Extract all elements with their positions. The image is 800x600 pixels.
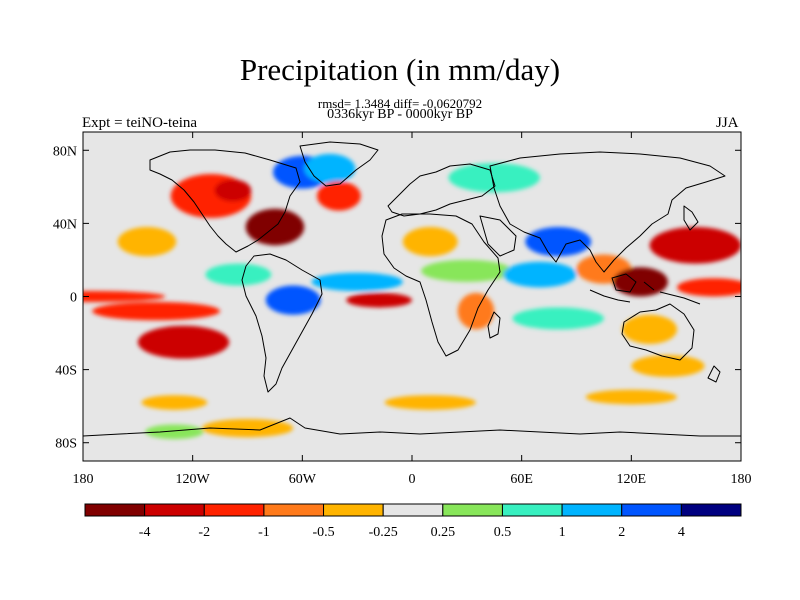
anomaly-region-19 (503, 261, 577, 288)
colorbar-labels: -4 -2 -1 -0.5 -0.25 0.25 0.5 1 2 4 (139, 525, 685, 540)
anomaly-region-7 (83, 291, 166, 302)
x-tick-label-4: 60E (510, 472, 533, 487)
season-label: JJA (716, 115, 739, 131)
colorbar-bin-4 (323, 503, 384, 517)
anomaly-field (83, 153, 741, 440)
coastline-south-america (241, 253, 323, 393)
x-tick-label-2: 60W (289, 472, 317, 487)
y-tick-label-4: 80S (55, 437, 77, 452)
coastline-new-zealand (707, 365, 721, 383)
anomaly-region-22 (649, 227, 741, 264)
colorbar-bin-6 (442, 503, 503, 517)
anomaly-region-0 (117, 227, 177, 257)
colorbar-label-9: 4 (678, 525, 685, 540)
plot-title: Precipitation (in mm/day) (239, 52, 561, 87)
anomaly-region-26 (512, 307, 604, 330)
colorbar-bin-10 (680, 503, 742, 517)
colorbar-bin-8 (561, 503, 623, 517)
x-tick-label-3: 0 (409, 472, 416, 487)
colorbar-label-3: -0.5 (312, 525, 334, 540)
anomaly-region-21 (613, 267, 668, 297)
colorbar-label-0: -4 (139, 525, 151, 540)
colorbar-label-4: -0.25 (369, 525, 398, 540)
anomaly-region-6 (316, 181, 361, 211)
coastline-madagascar (487, 311, 501, 339)
colorbar-label-8: 2 (618, 525, 625, 540)
anomaly-region-30 (145, 424, 204, 440)
anomaly-region-9 (137, 325, 230, 359)
anomaly-region-17 (448, 163, 540, 193)
coastline-antarctica (83, 417, 741, 437)
coastline-asia (489, 151, 726, 273)
axis-ticks (82, 132, 742, 461)
anomaly-region-15 (421, 259, 513, 282)
colorbar-bin-2 (203, 503, 265, 517)
colorbar-bin-7 (501, 503, 563, 517)
anomaly-region-31 (585, 389, 678, 405)
coastline-australia (621, 303, 695, 361)
anomaly-region-10 (205, 263, 272, 286)
anomaly-region-28 (141, 395, 208, 410)
y-tick-label-1: 40N (53, 217, 77, 232)
anomaly-region-16 (457, 292, 495, 330)
colorbar-bin-9 (621, 503, 682, 517)
anomaly-region-2 (214, 179, 252, 202)
anomaly-region-24 (622, 314, 678, 345)
experiment-label: Expt = teiNO-teina (82, 115, 198, 131)
y-tick-label-2: 0 (70, 291, 77, 306)
colorbar (84, 503, 742, 517)
anomaly-region-11 (265, 285, 321, 315)
coastline-arabia (479, 215, 517, 257)
anomaly-region-14 (402, 227, 458, 257)
coastlines (83, 141, 741, 437)
colorbar-bin-3 (263, 503, 325, 517)
longitude-labels: 180 120W 60W 0 60E 120E 180 (73, 472, 752, 487)
coastline-maritime-continent (589, 273, 701, 305)
x-tick-label-5: 120E (617, 472, 647, 487)
anomaly-region-8 (92, 301, 221, 321)
colorbar-label-5: 0.25 (431, 525, 456, 540)
coastline-japan (683, 205, 699, 231)
anomaly-region-5 (304, 153, 356, 184)
colorbar-label-6: 0.5 (494, 525, 512, 540)
coastline-europe (387, 163, 496, 217)
latitude-labels: 80N 40N 0 40S 80S (53, 144, 77, 451)
colorbar-label-7: 1 (559, 525, 566, 540)
x-tick-label-0: 180 (73, 472, 94, 487)
x-tick-label-6: 180 (731, 472, 752, 487)
anomaly-region-13 (346, 292, 412, 308)
anomaly-region-23 (677, 278, 741, 297)
coastline-greenland (299, 141, 379, 187)
anomaly-region-29 (201, 418, 294, 438)
anomaly-region-12 (311, 272, 403, 292)
colorbar-label-2: -1 (258, 525, 270, 540)
anomaly-region-25 (631, 354, 705, 377)
colorbar-bin-0 (84, 503, 146, 517)
rmsd-diff-stats: rmsd= 1.3484 diff= -0.0620792 (317, 96, 483, 111)
anomaly-region-18 (525, 227, 592, 257)
y-tick-label-0: 80N (53, 144, 77, 159)
coastline-africa (381, 213, 501, 357)
x-tick-label-1: 120W (176, 472, 211, 487)
colorbar-label-1: -2 (198, 525, 210, 540)
colorbar-bin-1 (144, 503, 205, 517)
anomaly-region-27 (384, 395, 476, 410)
time-period-label: 0336kyr BP - 0000kyr BP (327, 107, 473, 122)
colorbar-bin-5 (382, 503, 444, 517)
y-tick-label-3: 40S (55, 364, 77, 379)
coastline-north-america (149, 149, 301, 253)
